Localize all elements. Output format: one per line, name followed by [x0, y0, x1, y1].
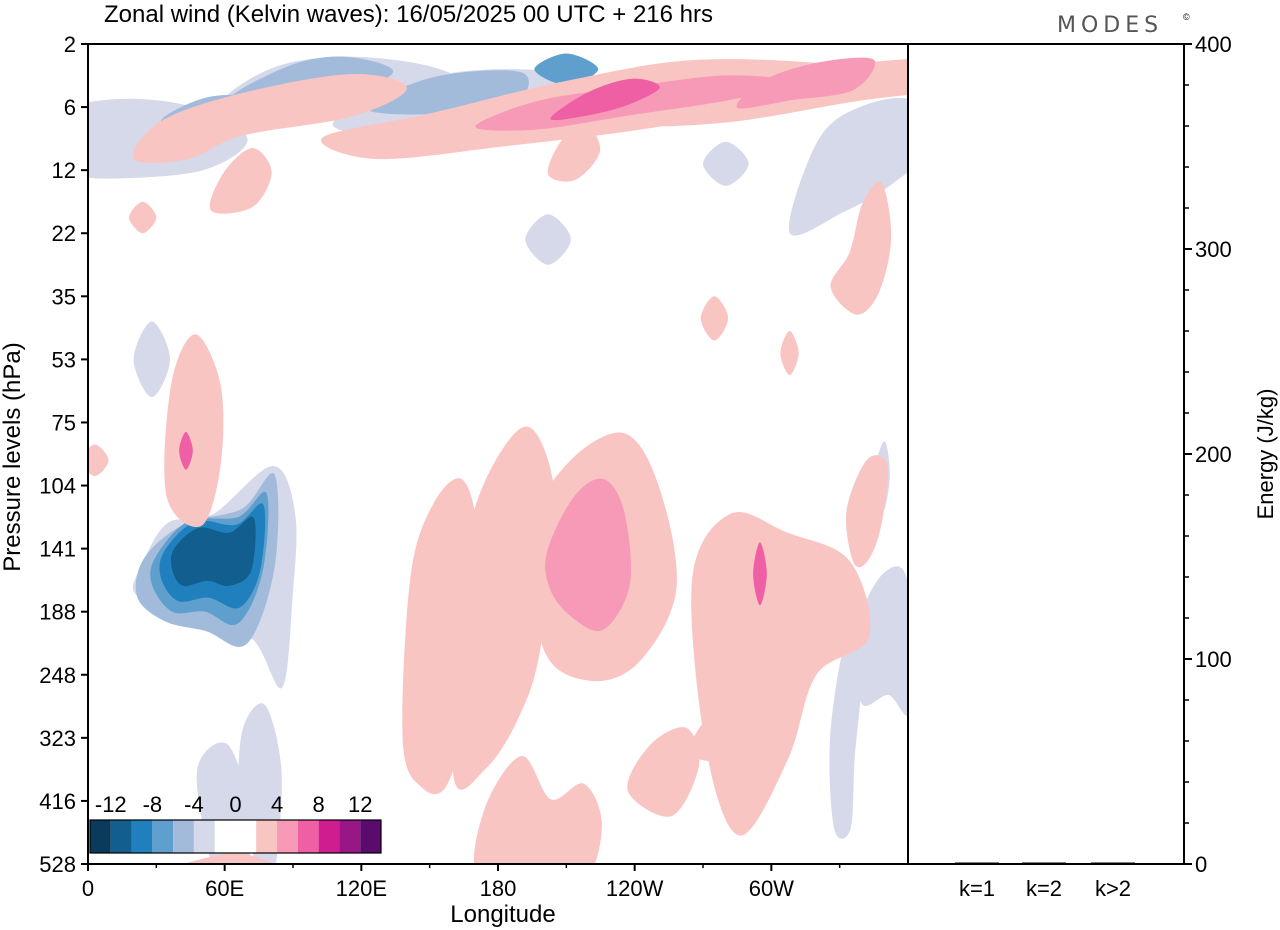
y-tick-label: 528 [39, 852, 76, 877]
x-tick-label: 60E [205, 876, 244, 901]
y-tick-label: 416 [39, 789, 76, 814]
x-tick-label: 120W [606, 876, 664, 901]
contour-region-pos-34 [547, 125, 601, 182]
energy-tick-label: 400 [1195, 32, 1232, 57]
contour-region-neg-10 [525, 214, 571, 265]
contour-region-pos-38 [129, 201, 157, 234]
energy-tick-label: 200 [1195, 442, 1232, 467]
contour-region-pos-23 [402, 478, 479, 795]
energy-tick-label: 0 [1195, 852, 1207, 877]
bar-category-label: k>2 [1095, 876, 1131, 901]
contour-region-pos-35 [830, 181, 892, 315]
energy-bar-k=1 [955, 862, 999, 864]
contour-region-neg-12 [703, 141, 749, 186]
colorbar-swatch [235, 820, 257, 853]
contour-region-pos-36 [700, 296, 729, 341]
bar-category-label: k=1 [959, 876, 995, 901]
x-tick-label: 120E [336, 876, 387, 901]
chart-title: Zonal wind (Kelvin waves): 16/05/2025 00… [104, 1, 713, 28]
colorbar-swatch [256, 820, 278, 853]
colorbar-swatch [339, 820, 361, 853]
contour-region-pos-41 [545, 478, 632, 632]
colorbar-label: 0 [229, 792, 241, 817]
energy-tick-label: 100 [1195, 647, 1232, 672]
y-tick-label: 188 [39, 600, 76, 625]
contour-region-neg-5 [788, 97, 908, 236]
x-axis-label: Longitude [450, 901, 555, 928]
y-tick-label: 248 [39, 663, 76, 688]
contour-region-pos-33 [209, 148, 272, 214]
colorbar-swatch [277, 820, 298, 853]
contour-region-neg-18 [534, 53, 599, 85]
x-tick-label: 60W [749, 876, 794, 901]
contour-region-pos-28 [689, 709, 734, 762]
contour-region-pos-44 [550, 78, 660, 121]
brand-logo: MODES [1057, 13, 1163, 38]
y-tick-label: 323 [39, 726, 76, 751]
colorbar-border [89, 819, 382, 854]
contour-region-neg-6 [856, 566, 908, 716]
longitude-axis: 0 60E 120E 180 120W 60W [82, 864, 841, 901]
contour-region-pos-29 [164, 334, 224, 528]
x-tick-label: 180 [480, 876, 517, 901]
y-tick-label: 6 [64, 95, 76, 120]
colorbar-swatch [152, 820, 174, 853]
contour-region-pos-30 [132, 73, 407, 164]
contour-region-pos-40 [184, 853, 273, 864]
contour-region-pos-24 [691, 512, 871, 836]
energy-tick-label: 300 [1195, 237, 1232, 262]
y-tick-label: 141 [39, 537, 76, 562]
y-tick-label: 2 [64, 32, 76, 57]
contour-region-neg-11 [133, 321, 170, 398]
colorbar: -12 -8 -4 0 4 8 12 [89, 792, 382, 854]
energy-bar-k>2 [1091, 862, 1135, 864]
energy-bar-panel: k=1 k=2 k>2 [908, 43, 1185, 901]
colorbar-swatch [131, 820, 153, 853]
y-tick-label: 104 [39, 474, 76, 499]
contour-region-pos-45 [753, 542, 767, 606]
colorbar-swatch [318, 820, 340, 853]
y-tick-label: 75 [52, 410, 76, 435]
contour-region-neg-7 [829, 631, 864, 839]
y-tick-label: 53 [52, 347, 76, 372]
colorbar-swatch [173, 820, 194, 853]
colorbar-swatch [90, 820, 111, 853]
colorbar-label: 8 [313, 792, 325, 817]
contour-region-pos-25 [845, 455, 889, 568]
y-tick-label: 35 [52, 284, 76, 309]
contour-region-neg-20 [170, 516, 256, 587]
colorbar-swatch [110, 820, 132, 853]
colorbar-label: -12 [95, 792, 127, 817]
colorbar-label: 12 [348, 792, 372, 817]
colorbar-swatch [193, 820, 215, 853]
energy-axis: 0 100 200 300 400 [1184, 32, 1232, 877]
contour-region-pos-22 [451, 426, 557, 790]
contour-region-pos-39 [88, 444, 109, 477]
colorbar-label: 4 [271, 792, 283, 817]
energy-bar-k=2 [1022, 862, 1066, 864]
colorbar-label: -4 [184, 792, 204, 817]
colorbar-swatch [297, 820, 319, 853]
contour-region-pos-37 [780, 331, 799, 376]
y-axis-label: Pressure levels (hPa) [0, 342, 26, 571]
x-tick-label: 0 [82, 876, 94, 901]
pressure-axis: 2 6 12 22 35 53 75 104 141 188 248 323 416 528 [39, 32, 88, 877]
y-tick-label: 22 [52, 221, 76, 246]
wind-field-contours [88, 53, 908, 864]
contour-region-pos-46 [179, 431, 193, 470]
contour-region-pos-26 [473, 755, 602, 864]
contour-region-pos-27 [627, 727, 700, 817]
energy-axis-label: Energy (J/kg) [1253, 389, 1278, 520]
brand-copyright-mark: © [1183, 12, 1190, 22]
bar-category-label: k=2 [1026, 876, 1062, 901]
colorbar-swatch [360, 820, 381, 853]
colorbar-label: -8 [143, 792, 163, 817]
colorbar-swatch [214, 820, 236, 853]
contour-region-pos-43 [736, 57, 876, 109]
y-tick-label: 12 [52, 158, 76, 183]
